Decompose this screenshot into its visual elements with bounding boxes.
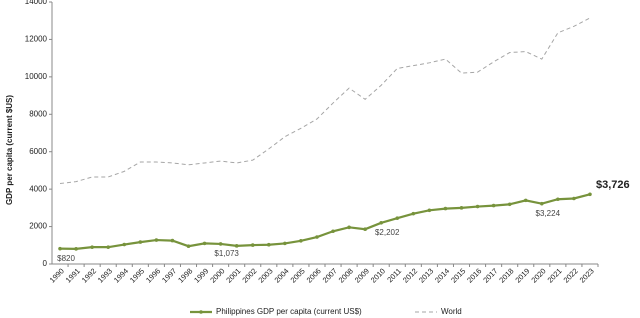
point <box>218 242 223 246</box>
point <box>572 196 576 201</box>
x-tick-label: 2007 <box>321 266 339 284</box>
x-tick-label: 1992 <box>80 266 98 284</box>
point <box>539 201 544 206</box>
point <box>395 216 400 220</box>
x-tick-label: 2022 <box>562 266 580 284</box>
point <box>379 220 384 225</box>
point <box>363 227 367 231</box>
x-tick-label: 1996 <box>144 266 162 284</box>
x-tick-label: 2003 <box>256 266 274 284</box>
point <box>588 192 592 197</box>
point <box>234 244 239 248</box>
x-tick-label: 2016 <box>465 266 483 284</box>
legend-label: World <box>441 307 462 316</box>
point <box>491 203 496 208</box>
x-tick-label: 2002 <box>240 266 258 284</box>
x-tick-label: 2008 <box>337 266 355 284</box>
x-tick-label: 2001 <box>224 266 242 284</box>
x-tick-label: 2018 <box>497 266 515 284</box>
point <box>90 245 94 249</box>
x-tick-label: 2020 <box>529 266 547 284</box>
x-tick-label: 2010 <box>369 266 387 284</box>
x-tick-label: 2019 <box>513 266 531 284</box>
y-tick-label: 0 <box>43 259 48 268</box>
series-line <box>60 193 591 250</box>
x-tick-label: 2023 <box>578 266 596 284</box>
x-tick-label: 2011 <box>385 266 403 284</box>
x-tick-label: 1998 <box>176 266 194 284</box>
legend-label: Philippines GDP per capita (current US$) <box>216 307 362 316</box>
point <box>186 244 191 249</box>
point <box>507 202 512 207</box>
y-tick-label: 12000 <box>25 35 48 44</box>
point <box>556 197 560 202</box>
data-label: $2,202 <box>375 228 400 237</box>
point <box>250 243 255 247</box>
data-label: $3,224 <box>536 209 561 218</box>
x-tick-label: 2015 <box>449 266 467 284</box>
y-tick-label: 10000 <box>25 72 48 81</box>
x-tick-label: 2012 <box>401 266 419 284</box>
series-line <box>59 17 591 185</box>
point <box>106 245 111 249</box>
point <box>411 211 416 216</box>
point <box>299 238 303 243</box>
x-tick-label: 2013 <box>417 266 435 284</box>
data-label: $1,073 <box>214 249 239 258</box>
point <box>58 246 62 251</box>
point <box>459 206 464 210</box>
point <box>283 241 287 246</box>
y-tick-label: 2000 <box>29 222 47 231</box>
y-tick-label: 6000 <box>29 147 47 156</box>
data-label: $820 <box>57 254 75 263</box>
x-tick-label: 2006 <box>305 266 323 284</box>
point <box>427 208 432 213</box>
point <box>122 242 127 247</box>
y-tick-label: 14000 <box>25 0 48 6</box>
x-tick-label: 1995 <box>128 266 146 284</box>
point <box>74 247 78 251</box>
point <box>475 204 480 209</box>
x-tick-label: 2021 <box>546 266 564 284</box>
x-tick-label: 2014 <box>433 266 451 284</box>
x-tick-label: 1997 <box>160 266 178 284</box>
x-tick-label: 2009 <box>353 266 371 284</box>
point <box>170 238 175 243</box>
x-tick-label: 2005 <box>289 266 307 284</box>
point <box>202 241 207 246</box>
point <box>266 242 271 247</box>
point <box>138 240 143 244</box>
y-tick-label: 4000 <box>29 184 47 193</box>
x-tick-label: 2000 <box>208 266 226 284</box>
point <box>443 206 448 211</box>
x-tick-label: 2017 <box>481 266 499 284</box>
x-tick-label: 1994 <box>112 266 130 284</box>
point <box>523 198 528 203</box>
data-label: $3,726 <box>596 179 630 191</box>
y-axis-label: GDP per capita (current $US) <box>5 95 14 205</box>
legend-marker <box>199 310 203 314</box>
point <box>331 229 335 234</box>
point <box>347 225 351 230</box>
x-tick-label: 1991 <box>64 266 82 284</box>
x-tick-label: 1990 <box>48 266 66 284</box>
point <box>315 235 319 239</box>
point <box>154 238 159 242</box>
x-tick-label: 2004 <box>273 266 291 284</box>
y-tick-label: 8000 <box>29 109 47 118</box>
x-tick-label: 1999 <box>192 266 210 284</box>
x-tick-label: 1993 <box>96 266 114 284</box>
